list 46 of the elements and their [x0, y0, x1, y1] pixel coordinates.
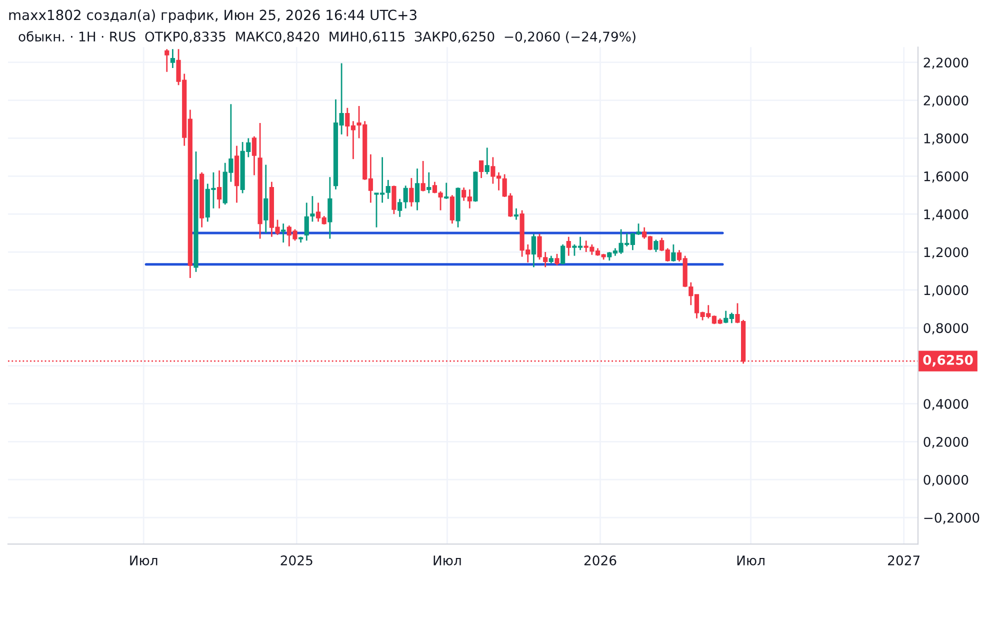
x-tick-label: 2027	[888, 555, 920, 566]
candlestick	[514, 208, 519, 220]
x-tick-label: Июл	[130, 556, 158, 566]
y-tick-label: 1,6000	[924, 171, 968, 183]
x-tick-label: Июл	[737, 556, 764, 566]
candlestick	[252, 136, 257, 176]
y-tick-label: 2,0000	[924, 96, 968, 107]
candlestick	[560, 244, 566, 266]
y-tick-label: 1,2000	[924, 247, 968, 259]
candlestick	[554, 253, 560, 266]
candlestick	[304, 202, 309, 242]
candlestick	[531, 233, 536, 268]
x-tick-label: Июл	[434, 556, 461, 566]
y-tick-label: −0,2000	[924, 512, 980, 524]
y-tick-label: 1,4000	[924, 209, 968, 221]
candlestick	[654, 238, 658, 253]
candlestick	[671, 244, 676, 262]
candlestick	[426, 172, 432, 194]
candlestick	[566, 236, 571, 256]
y-tick-label: 0,2000	[924, 436, 968, 448]
candlestick	[281, 222, 286, 244]
candlestick	[479, 160, 484, 179]
y-tick-label: 0,4000	[924, 398, 968, 410]
y-tick-label: 1,0000	[924, 285, 968, 296]
candlestick	[484, 147, 490, 175]
candlestick	[164, 48, 170, 73]
candlestick	[216, 170, 222, 210]
candlestick	[310, 195, 315, 222]
y-tick-label: 2,2000	[924, 58, 968, 69]
candlestick	[444, 182, 449, 200]
candlestick	[450, 194, 454, 224]
chart-title: maxx1802 создал(а) график, Июн 25, 2026 16:44 UTC+3	[9, 9, 416, 23]
candlestick	[409, 177, 414, 208]
candlestick	[420, 160, 426, 192]
x-tick-label: 2026	[584, 555, 616, 566]
candlestick	[392, 184, 396, 215]
y-tick-label: 1,8000	[924, 133, 968, 145]
y-tick-label: 0,8000	[924, 323, 968, 334]
candlestick	[264, 164, 268, 234]
candlestick	[414, 168, 420, 211]
y-tick-label: 0,0000	[924, 474, 968, 486]
chart-subtitle: обыкн. · 1H · RUS ОТКР0,8335 МАКС0,8420 МИН0,6115 ЗАКР0,6250 −0,2060 (−24,79%)	[18, 31, 636, 44]
candlestick	[328, 176, 332, 240]
ref-line-label: 0,6250	[923, 354, 973, 367]
x-tick-label: 2025	[280, 555, 312, 566]
candlestick	[170, 48, 175, 69]
